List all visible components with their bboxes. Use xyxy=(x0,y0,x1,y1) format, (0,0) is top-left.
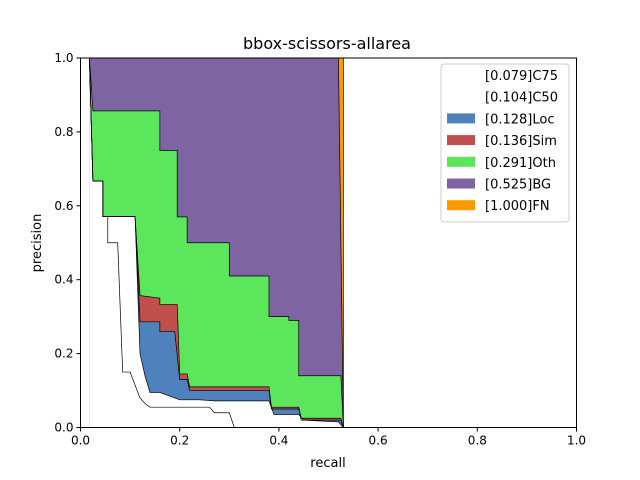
area-0-128-loc xyxy=(89,58,344,428)
y-tick-label: 0.8 xyxy=(54,125,73,139)
outline-0-291-oth xyxy=(89,57,344,428)
x-tick-label: 0.0 xyxy=(71,434,90,448)
legend-swatch-0-525-bg xyxy=(447,178,475,189)
legend-swatch-0-128-loc xyxy=(447,113,475,124)
x-tick-label: 1.0 xyxy=(567,434,586,448)
legend-label-0-128-loc: [0.128]Loc xyxy=(485,112,554,127)
y-tick-label: 0.2 xyxy=(54,347,73,361)
x-tick-label: 0.2 xyxy=(170,434,189,448)
area-0-079-c75 xyxy=(89,58,344,428)
legend-swatch-0-291-oth xyxy=(447,156,475,167)
y-tick-label: 0.6 xyxy=(54,199,73,213)
y-axis: 0.0 0.2 0.4 0.6 0.8 1.0 xyxy=(54,51,81,435)
x-axis: 0.0 0.2 0.4 0.6 0.8 1.0 xyxy=(71,427,586,448)
chart-title: bbox-scissors-allarea xyxy=(243,34,411,53)
plot-frame xyxy=(80,57,577,428)
legend-swatch-0-136-sim xyxy=(447,135,475,146)
legend-label-0-104-c50: [0.104]C50 xyxy=(485,91,558,106)
x-tick-label: 0.6 xyxy=(369,434,388,448)
y-tick-label: 0.0 xyxy=(54,421,73,435)
legend-label-0-079-c75: [0.079]C75 xyxy=(485,69,558,84)
legend-swatch-0-104-c50 xyxy=(447,91,475,102)
legend-label-1-000-fn: [1.000]FN xyxy=(485,199,550,214)
legend-swatch-0-079-c75 xyxy=(447,70,475,80)
legend-label-0-136-sim: [0.136]Sim xyxy=(485,134,557,149)
x-tick-label: 0.4 xyxy=(269,434,288,448)
y-tick-label: 1.0 xyxy=(54,51,73,65)
legend-swatch-1-000-fn xyxy=(447,200,475,211)
y-tick-label: 0.4 xyxy=(54,273,73,287)
legend-label-0-525-bg: [0.525]BG xyxy=(485,178,551,193)
x-axis-label: recall xyxy=(310,456,345,471)
legend-label-0-291-oth: [0.291]Oth xyxy=(485,156,556,171)
x-tick-label: 0.8 xyxy=(468,434,487,448)
outline-0-079-c75 xyxy=(89,57,344,428)
y-axis-label: precision xyxy=(30,214,45,273)
legend: [0.079]C75 [0.104]C50 [0.128]Loc [0.136]Sim… xyxy=(440,63,570,223)
